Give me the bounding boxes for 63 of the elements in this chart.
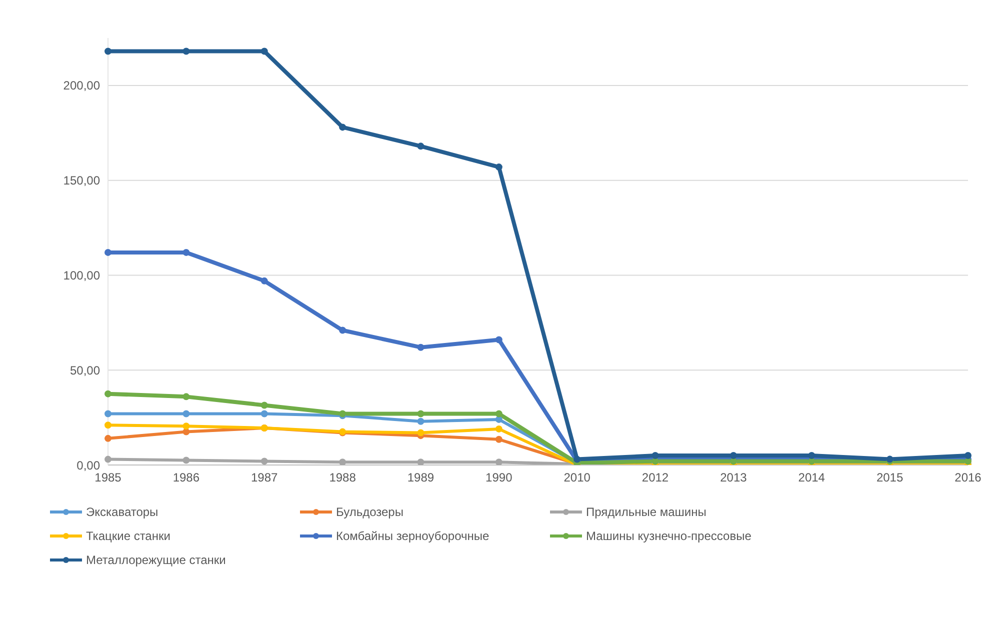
legend-label: Прядильные машины	[586, 505, 706, 519]
point	[417, 344, 424, 351]
x-tick-label: 2010	[564, 470, 591, 485]
point	[417, 410, 424, 418]
point	[495, 425, 502, 432]
y-tick-label: 150,00	[63, 174, 100, 188]
legend-label: Комбайны зерноуборочные	[336, 529, 490, 543]
point	[730, 452, 737, 460]
point	[495, 436, 502, 443]
point	[652, 452, 659, 460]
x-tick-label: 1985	[94, 470, 122, 485]
legend-label: Металлорежущие станки	[86, 553, 226, 567]
point	[260, 48, 268, 55]
point	[104, 390, 112, 398]
legend-label: Машины кузнечно-прессовые	[586, 529, 752, 543]
legend-label: Бульдозеры	[336, 505, 404, 519]
x-tick-label: 2012	[642, 470, 669, 485]
point	[417, 418, 424, 425]
point	[495, 458, 502, 465]
point	[182, 248, 190, 256]
x-tick-label: 1986	[172, 470, 200, 485]
point	[182, 48, 190, 55]
point	[182, 456, 190, 464]
point	[182, 422, 190, 430]
point	[417, 429, 424, 436]
point	[417, 142, 424, 150]
point	[182, 410, 190, 418]
y-tick-label: 50,00	[70, 363, 100, 378]
x-tick-label: 2015	[876, 470, 904, 485]
y-tick-label: 0,00	[76, 458, 100, 472]
point	[104, 456, 112, 463]
point	[260, 410, 268, 418]
point	[104, 48, 112, 55]
point	[339, 458, 346, 465]
legend-label: Ткацкие станки	[86, 529, 170, 543]
point	[260, 402, 268, 409]
x-tick-label: 2013	[720, 470, 748, 485]
x-tick-label: 2016	[954, 470, 982, 485]
point	[495, 416, 502, 423]
point	[104, 248, 112, 256]
point	[182, 428, 190, 436]
x-tick-label: 1990	[486, 470, 513, 485]
point	[808, 452, 816, 460]
point	[495, 410, 502, 418]
point	[104, 434, 112, 442]
point	[495, 336, 502, 344]
point	[104, 422, 112, 429]
point	[339, 326, 346, 334]
point	[182, 393, 190, 400]
x-tick-label: 2014	[798, 470, 826, 485]
point	[417, 458, 424, 465]
point	[104, 410, 112, 418]
x-tick-label: 1987	[251, 470, 278, 485]
point	[964, 452, 972, 460]
y-tick-label: 100,00	[63, 268, 100, 282]
x-tick-label: 1988	[329, 470, 356, 485]
point	[339, 124, 346, 131]
point	[495, 164, 502, 171]
y-tick-label: 200,00	[63, 78, 100, 93]
point	[260, 277, 268, 284]
legend-label: Экскаваторы	[86, 505, 158, 519]
x-tick-label: 1989	[407, 470, 434, 485]
point	[260, 458, 268, 465]
